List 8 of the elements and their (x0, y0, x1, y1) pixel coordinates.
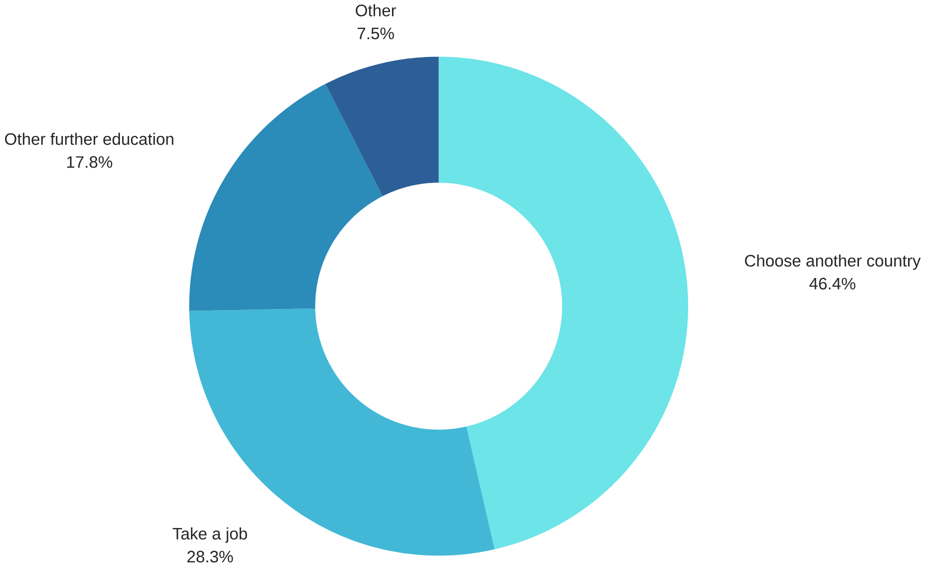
data-label: 7.5% (358, 28, 394, 40)
data-label: 17.8% (67, 156, 112, 168)
data-label: 46.4% (809, 278, 856, 290)
data-label: 28.3% (187, 550, 233, 563)
slice-label: Choose another country (744, 254, 921, 270)
slice-label: Take a job (172, 528, 248, 543)
slice-label: Other further education (5, 132, 174, 146)
slice-label: Other (356, 4, 396, 17)
